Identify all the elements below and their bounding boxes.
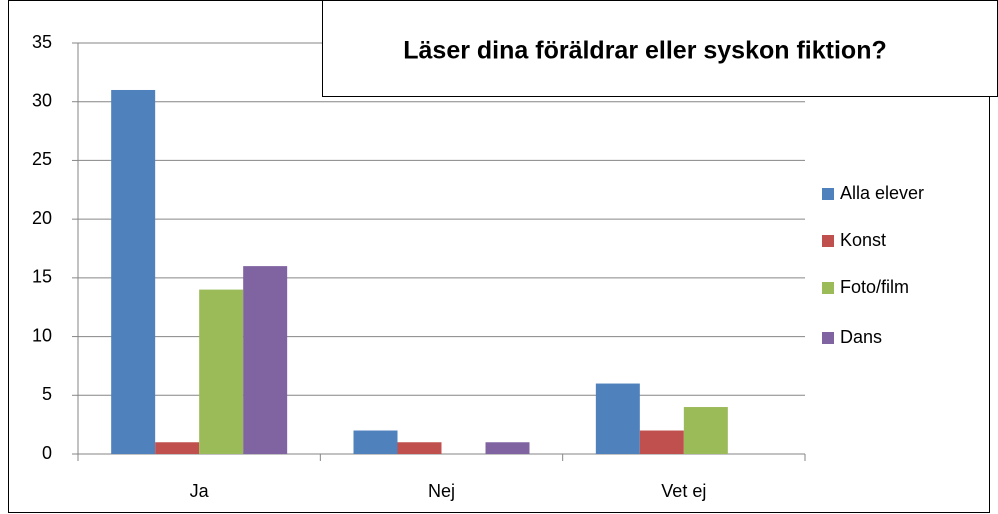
y-tick-label: 15: [32, 267, 52, 287]
bar: [353, 430, 398, 454]
y-tick-label: 30: [32, 90, 52, 110]
y-tick-label: 25: [32, 149, 52, 169]
bar: [485, 442, 530, 454]
legend-label: Konst: [840, 230, 886, 250]
y-tick-label: 35: [32, 32, 52, 52]
bar: [595, 383, 640, 454]
bar: [397, 442, 442, 454]
legend-swatch: [822, 282, 834, 294]
y-tick-label: 5: [42, 384, 52, 404]
bar: [155, 442, 200, 454]
bar: [639, 430, 684, 454]
x-tick-label: Vet ej: [661, 481, 706, 501]
y-tick-label: 20: [32, 208, 52, 228]
bar: [199, 289, 244, 454]
legend-label: Dans: [840, 327, 882, 347]
legend-swatch: [822, 332, 834, 344]
bar: [683, 407, 728, 454]
bar: [243, 266, 288, 454]
bar: [111, 89, 156, 454]
legend-label: Alla elever: [840, 183, 924, 203]
y-tick-label: 10: [32, 325, 52, 345]
legend-label: Foto/film: [840, 277, 909, 297]
legend-swatch: [822, 235, 834, 247]
x-tick-label: Nej: [428, 481, 455, 501]
chart-title: Läser dina föräldrar eller syskon fiktio…: [403, 37, 886, 65]
legend-swatch: [822, 188, 834, 200]
x-tick-label: Ja: [190, 481, 210, 501]
title-box: [322, 0, 998, 97]
y-tick-label: 0: [42, 443, 52, 463]
